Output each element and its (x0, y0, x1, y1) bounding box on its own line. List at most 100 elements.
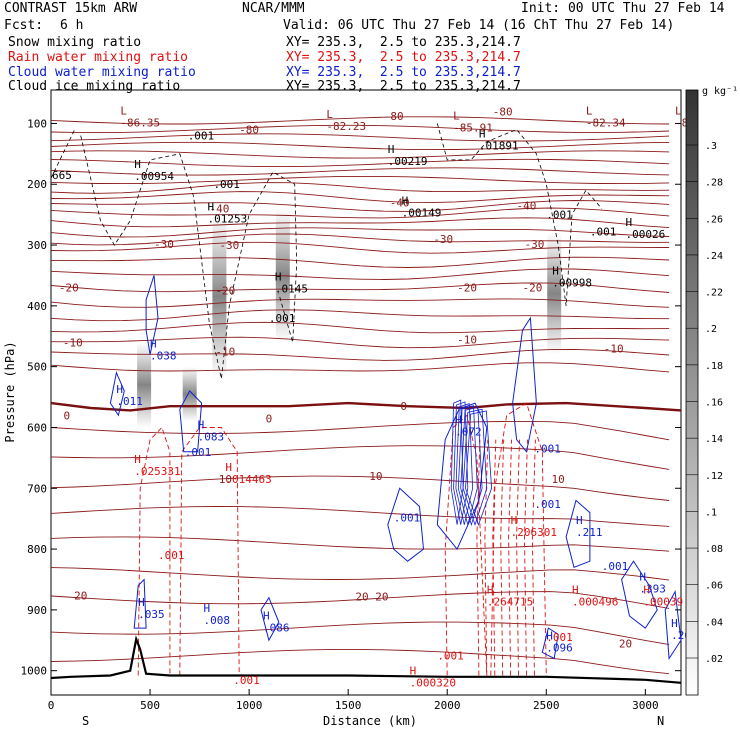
contour-value-11: .001 (437, 649, 464, 662)
rain-core-1 (484, 439, 489, 676)
rain-core-5 (516, 439, 520, 676)
y-tick-label-4: 500 (27, 361, 47, 374)
contour-value-7: .001 (394, 511, 421, 524)
colorbar-scale (685, 89, 699, 696)
isotherm-label-0: -80 (239, 124, 259, 137)
extremum-value-4: .01891 (479, 140, 519, 153)
contour-value-0: .001 (188, 130, 215, 143)
cloud-water-contours (109, 275, 682, 660)
rain-core-4 (508, 439, 513, 676)
cloud-core-1 (453, 401, 469, 525)
isotherm-low-2 (50, 475, 670, 501)
isotherm-22 (50, 336, 670, 349)
extremum-kind-11: H (626, 216, 633, 229)
colorbar-tick-label-12: .26 (705, 214, 723, 225)
cloud-contour-2 (179, 390, 203, 453)
isotherm-label-13: -20 (522, 282, 542, 295)
isotherm-low-8 (50, 648, 670, 675)
contour-value-8: .001 (534, 443, 561, 456)
extremum-kind-17: H (225, 461, 232, 474)
field-snow-name: Snow mixing ratio (8, 35, 142, 50)
cloud-contour-10 (541, 627, 559, 660)
isotherm-label-9: -30 (524, 238, 544, 251)
extremum-kind-6: L (675, 105, 682, 118)
rain-core-3 (500, 439, 505, 676)
extremum-kind-29: H (546, 629, 553, 642)
isotherm-label-11: -20 (215, 285, 235, 298)
extremum-value-29: .096 (546, 641, 573, 654)
x-tick-label-2: 1000 (236, 699, 263, 712)
colorbar-tick-label-9: .2 (705, 324, 717, 335)
isotherm-label-27: 20 (619, 637, 632, 650)
colorbar-tick-label-0: .02 (705, 654, 723, 665)
extremum-value-7: .00954 (134, 170, 174, 183)
isotherm-label-10: -20 (59, 282, 79, 295)
forecast-label: Fcst: (4, 18, 44, 33)
extremum-value-30: .000320 (410, 677, 456, 690)
field-rain-xy: XY= 235.3, 2.5 to 235.3,214.7 (286, 50, 521, 65)
field-snow-xy: XY= 235.3, 2.5 to 235.3,214.7 (286, 35, 521, 50)
init-time: Init: 00 UTC Thu 27 Feb 14 (521, 1, 725, 16)
isotherm-label-6: -30 (154, 238, 174, 251)
isotherm-10 (50, 200, 670, 212)
isotherm-20 (50, 309, 670, 322)
x-tick-label-0: 0 (48, 699, 55, 712)
isotherm-low-6 (50, 591, 670, 609)
extremum-value-13: .038 (150, 349, 177, 362)
cloud-ice-contours (50, 123, 603, 379)
isotherm-label-1: -80 (384, 110, 404, 123)
isotherm-label-19: 0 (266, 412, 273, 425)
rain-contour-0 (137, 426, 171, 676)
isotherm-12 (50, 217, 670, 229)
ice-contour-2 (50, 129, 76, 179)
isotherm-label-4: -40 (390, 196, 410, 209)
field-cloudwater-xy: XY= 235.3, 2.5 to 235.3,214.7 (286, 65, 521, 80)
isotherm-label-8: -30 (433, 233, 453, 246)
north-end-label: N (657, 714, 664, 728)
extremum-value-9: .0145 (275, 283, 308, 296)
extremum-kind-12: H (552, 264, 559, 277)
model-title: CONTRAST 15km ARW (4, 1, 138, 16)
extremum-value-25: .000496 (572, 596, 618, 609)
extremum-kind-27: H (639, 570, 646, 583)
extremum-kind-8: H (208, 201, 215, 214)
extremum-value-19: .206301 (511, 526, 557, 539)
cloud-contour-4 (436, 402, 488, 551)
isotherm-14 (50, 233, 670, 246)
x-tick-label-3: 1500 (335, 699, 362, 712)
rain-core-7 (531, 439, 536, 676)
y-axis-label: Pressure (hPa) (3, 341, 17, 442)
colorbar-tick-label-6: .14 (705, 434, 723, 445)
extremum-value-27: .393 (639, 582, 666, 595)
colorbar-tick-label-5: .12 (705, 471, 723, 482)
x-tick-label-1: 500 (140, 699, 160, 712)
isotherm-1 (50, 124, 670, 134)
valid-time: Valid: 06 UTC Thu 27 Feb 14 (16 ChT Thu … (283, 18, 675, 33)
isotherm-label-23: 10 (552, 473, 565, 486)
rain-core-2 (492, 439, 497, 676)
colorbar-tick-label-14: .3 (705, 141, 717, 152)
extremum-kind-20: H (576, 514, 583, 527)
rain-contour-2 (444, 414, 488, 676)
cloud-core-2 (455, 403, 474, 525)
extremum-kind-22: H (204, 602, 211, 615)
rain-contour-3 (490, 402, 547, 676)
isotherm-21 (50, 321, 670, 334)
isotherm-24 (50, 362, 670, 373)
colorbar-tick-label-11: .24 (705, 251, 723, 262)
terrain-profile (50, 635, 682, 684)
cloud-core-5 (462, 408, 488, 526)
extremum-value-24: .264715 (487, 596, 533, 609)
isotherm-label-21: 10 (219, 473, 232, 486)
x-tick-label-4: 2000 (434, 699, 461, 712)
y-tick-label-7: 800 (27, 543, 47, 556)
isotherm-low-5 (50, 567, 670, 581)
y-tick-label-0: 100 (27, 117, 47, 130)
isotherm-label-26: 20 (375, 590, 388, 603)
extremum-value-2: .00219 (388, 155, 428, 168)
isotherm-23 (50, 348, 670, 361)
isotherm-label-16: -10 (457, 333, 477, 346)
extremum-value-18: .072 (455, 425, 482, 438)
extremum-value-26: .00039 (643, 596, 683, 609)
